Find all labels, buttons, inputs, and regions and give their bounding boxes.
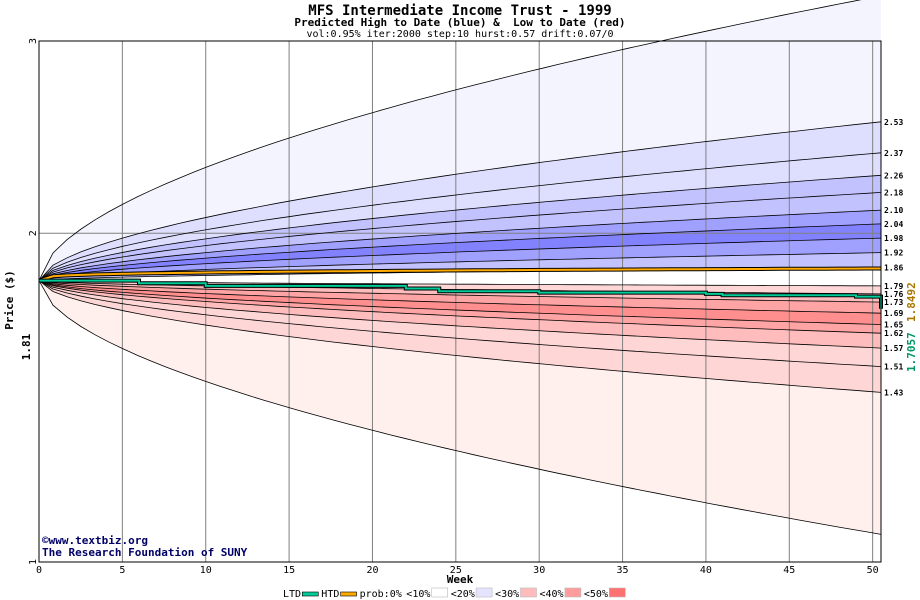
price-lines [38,266,883,309]
band-boundary-13 [38,280,882,349]
band-boundary-6 [38,223,882,281]
band-boundary-14 [38,280,882,334]
band-boundary-15 [38,280,882,325]
legend-swatch-7 [608,587,626,598]
legend-swatch-6 [564,587,582,598]
plot-area-frame [38,40,882,563]
low-band-6 [39,280,881,314]
low-band-0 [39,280,881,535]
end-label-low-1.73: 1.73 [884,298,903,307]
end-label-high-2.53: 2.53 [884,118,903,127]
legend-label-7: <50% [584,589,608,600]
high-band-2 [39,152,881,281]
y-axis-label: Price ($) [3,270,16,330]
chart-params: vol:0.95% iter:2000 step:10 hurst:0.57 d… [306,29,613,40]
x-tick-label-0: 0 [36,565,42,576]
end-label-high-1.92: 1.92 [884,249,903,258]
credit-org: The Research Foundation of SUNY [42,546,248,559]
legend-swatch-5 [520,587,537,598]
x-tick-label-30: 30 [533,565,545,576]
x-tick-label-25: 25 [450,565,462,576]
legend-swatch-4 [475,587,493,598]
end-value-labels: 2.53 2.37 2.26 2.18 2.10 2.04 1.98 1.92 1.86 1.79… [884,118,918,398]
htd-end-value-label: 1.8492 [905,282,918,322]
band-boundary-8 [38,252,882,281]
band-boundary-17 [38,280,882,303]
ltd-line [39,279,882,309]
x-tick-label-15: 15 [283,565,295,576]
band-boundary-10 [38,280,882,535]
legend-label-2: prob:0% [360,589,402,600]
x-tick-label-20: 20 [366,565,378,576]
legend-swatch-0 [301,591,319,597]
low-band-2 [39,280,881,367]
chart-title: MFS Intermediate Income Trust - 1999 [308,3,611,19]
y-tick-label-1: 1 [28,559,39,565]
band-boundary-lines [38,0,882,535]
y-tick-label-2: 2 [28,230,39,236]
end-label-low-1.62: 1.62 [884,329,903,338]
end-label-low-1.65: 1.65 [884,321,903,330]
end-label-low-1.76: 1.76 [884,290,903,299]
band-boundary-1 [38,121,882,281]
high-band-5 [39,210,881,281]
band-boundary-4 [38,192,882,281]
end-label-high-1.98: 1.98 [884,234,903,243]
end-label-low-1.51: 1.51 [884,363,903,372]
end-label-high-2.37: 2.37 [884,149,903,158]
end-label-low-1.79: 1.79 [884,282,903,291]
legend-label-1: HTD [321,589,339,600]
legend-label-4: <20% [451,589,475,600]
legend-label-3: <10% [406,589,430,600]
band-boundary-2 [38,152,882,281]
band-boundary-7 [38,237,882,281]
legend-swatch-3 [431,587,449,598]
end-label-high-2.1: 2.10 [884,206,903,215]
end-label-low-1.57: 1.57 [884,344,903,353]
legend-label-0: LTD [283,589,301,600]
low-band-1 [39,280,881,393]
high-band-6 [39,223,881,281]
high-band-3 [39,175,881,281]
band-boundary-11 [38,280,882,393]
x-tick-label-50: 50 [867,565,879,576]
high-band-4 [39,192,881,281]
legend: LTD HTD prob:0% <10% <20% <30% <40% <50% [283,587,626,600]
x-tick-label-5: 5 [119,565,125,576]
high-band-0 [39,0,881,281]
high-band-7 [39,238,881,281]
x-axis-label: Week [447,573,474,586]
band-boundary-16 [38,280,882,314]
htd-line [38,267,881,282]
legend-swatch-1 [340,591,357,597]
x-tick-label-45: 45 [783,565,795,576]
ltd-end-value-label: 1.7057 [905,332,918,372]
end-label-low-1.43: 1.43 [884,388,903,397]
axes: 0 5 10 15 20 25 30 35 40 45 50 1 2 3 [28,38,879,576]
high-band-1 [39,121,881,281]
y-tick-label-3: 3 [28,38,39,44]
band-boundary-12 [38,280,882,367]
end-label-low-1.69: 1.69 [884,309,903,318]
end-label-high-2.26: 2.26 [884,171,903,180]
legend-label-5: <30% [495,589,519,600]
low-band-4 [39,280,881,334]
end-label-high-2.04: 2.04 [884,220,903,229]
band-boundary-0 [38,0,862,281]
chart-subtitle: Predicted High to Date (blue) & Low to D… [294,16,625,29]
end-label-high-2.18: 2.18 [884,188,903,197]
x-tick-label-40: 40 [700,565,712,576]
start-price-label: 1.81 [20,333,33,360]
low-band-3 [39,280,881,349]
center-band [39,267,881,286]
credit-site: ©www.textbiz.org [42,534,148,547]
band-boundary-5 [38,209,882,281]
band-boundary-3 [38,174,882,281]
legend-label-6: <40% [540,589,564,600]
end-label-high-1.86: 1.86 [884,264,903,273]
x-tick-label-10: 10 [200,565,212,576]
x-tick-label-35: 35 [617,565,629,576]
probability-bands [39,0,881,535]
